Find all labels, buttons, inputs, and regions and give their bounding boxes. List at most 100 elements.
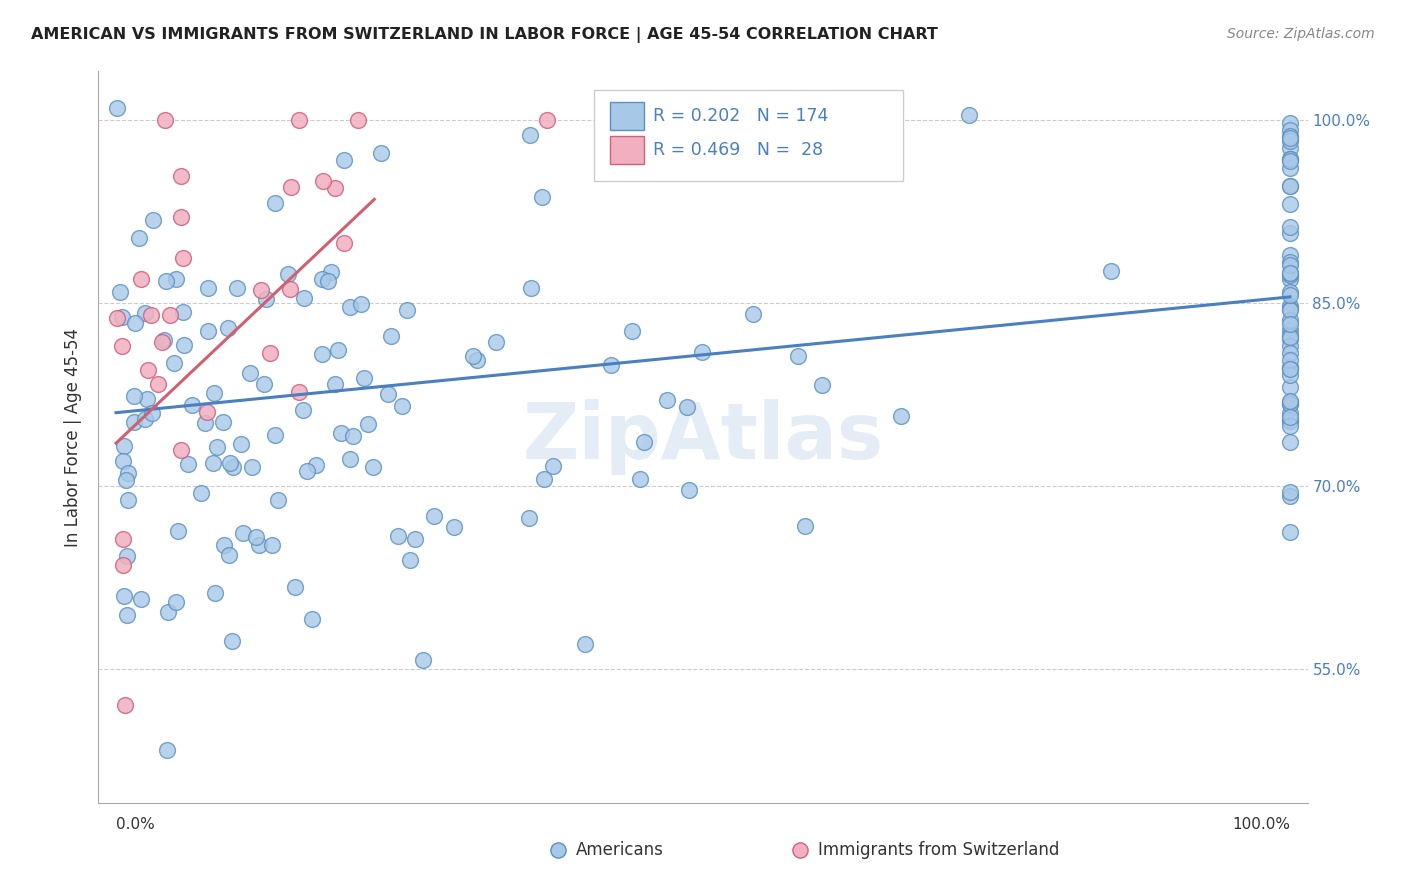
Point	[1278, 330, 1301, 344]
Point	[1278, 285, 1301, 299]
Point	[211, 415, 233, 429]
Point	[202, 385, 225, 400]
Point	[655, 393, 678, 408]
Point	[107, 101, 129, 115]
Point	[165, 271, 187, 285]
Point	[250, 283, 273, 297]
Point	[1278, 266, 1301, 280]
Point	[155, 274, 177, 288]
Point	[291, 403, 314, 417]
Point	[1278, 154, 1301, 169]
Point	[218, 549, 240, 563]
Point	[1278, 359, 1301, 374]
Point	[1278, 268, 1301, 282]
Point	[1278, 258, 1301, 272]
Point	[165, 595, 187, 609]
Point	[288, 113, 311, 128]
Point	[485, 335, 508, 350]
Point	[170, 442, 193, 457]
Point	[229, 437, 252, 451]
Point	[129, 592, 152, 607]
Point	[1278, 226, 1301, 240]
Point	[1278, 434, 1301, 449]
Point	[890, 409, 912, 424]
Point	[1278, 313, 1301, 327]
Point	[292, 291, 315, 305]
Point	[1278, 197, 1301, 211]
Point	[214, 538, 236, 552]
Text: ZipAtlas: ZipAtlas	[523, 399, 883, 475]
Point	[1278, 248, 1301, 262]
Point	[342, 429, 364, 443]
Point	[280, 282, 302, 296]
Point	[638, 131, 661, 145]
Point	[284, 580, 307, 594]
Point	[1278, 406, 1301, 420]
Point	[530, 189, 553, 203]
Point	[232, 526, 254, 541]
Point	[957, 108, 980, 122]
Point	[128, 231, 150, 245]
Point	[134, 306, 156, 320]
Point	[245, 530, 267, 544]
Point	[399, 552, 422, 566]
Text: 100.0%: 100.0%	[1232, 817, 1289, 832]
Text: Americans: Americans	[576, 841, 664, 859]
Point	[311, 271, 333, 285]
Point	[620, 324, 643, 338]
Point	[465, 352, 488, 367]
Point	[1278, 302, 1301, 317]
Point	[136, 362, 159, 376]
Bar	[610, 102, 644, 130]
Point	[181, 398, 204, 412]
Text: AMERICAN VS IMMIGRANTS FROM SWITZERLAND IN LABOR FORCE | AGE 45-54 CORRELATION C: AMERICAN VS IMMIGRANTS FROM SWITZERLAND …	[31, 27, 938, 43]
Point	[153, 333, 176, 347]
Point	[252, 376, 274, 391]
Point	[1278, 413, 1301, 427]
Text: Source: ZipAtlas.com: Source: ZipAtlas.com	[1227, 27, 1375, 41]
Bar	[610, 136, 644, 164]
Point	[380, 329, 402, 343]
Y-axis label: In Labor Force | Age 45-54: In Labor Force | Age 45-54	[65, 327, 83, 547]
Point	[277, 267, 299, 281]
Point	[1278, 332, 1301, 346]
Point	[169, 210, 191, 224]
Point	[541, 458, 564, 473]
Point	[111, 310, 134, 325]
Point	[115, 549, 138, 563]
Point	[1278, 362, 1301, 376]
Point	[339, 300, 361, 314]
Point	[259, 345, 281, 359]
Point	[1278, 255, 1301, 269]
Point	[107, 310, 129, 325]
Point	[1278, 323, 1301, 337]
Point	[412, 653, 434, 667]
Point	[170, 169, 193, 183]
Point	[353, 371, 375, 385]
Point	[260, 537, 283, 551]
Point	[190, 486, 212, 500]
Point	[517, 511, 540, 525]
Point	[134, 412, 156, 426]
Point	[1278, 419, 1301, 434]
Point	[1278, 345, 1301, 359]
Point	[333, 236, 356, 251]
Point	[628, 472, 651, 486]
Point	[177, 457, 200, 471]
Point	[152, 334, 174, 349]
Point	[1278, 414, 1301, 428]
Point	[288, 384, 311, 399]
Point	[1278, 339, 1301, 353]
Point	[254, 293, 277, 307]
Point	[280, 180, 302, 194]
Point	[115, 473, 138, 487]
Point	[1278, 220, 1301, 235]
Point	[536, 113, 558, 128]
Point	[357, 417, 380, 431]
Point	[1278, 362, 1301, 376]
Point	[1278, 179, 1301, 194]
Point	[1278, 299, 1301, 313]
Point	[793, 518, 815, 533]
Point	[142, 213, 165, 227]
Point	[193, 416, 215, 430]
